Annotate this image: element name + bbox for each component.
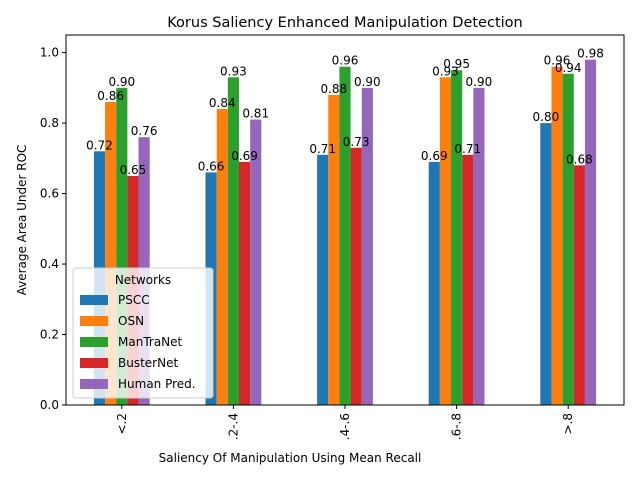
y-axis: 0.0 0.2 0.4 0.6 0.8 1.0 xyxy=(40,46,66,412)
bar-value-label: 0.65 xyxy=(120,163,147,177)
bar-value-label: 0.72 xyxy=(86,138,113,152)
bar-busternet-1 xyxy=(238,161,251,405)
bar-osn-0 xyxy=(105,101,117,405)
bar-value-label: 0.69 xyxy=(421,149,448,163)
bar-value-label: 0.96 xyxy=(544,54,571,68)
legend-label: BusterNet xyxy=(118,356,178,370)
bar-mantranet-1 xyxy=(227,77,239,405)
legend-swatch xyxy=(80,316,108,326)
bar-value-label: 0.90 xyxy=(354,75,381,89)
legend-label: Human Pred. xyxy=(118,377,196,391)
x-axis-label: Saliency Of Manipulation Using Mean Reca… xyxy=(159,451,422,465)
bar-mantranet-4 xyxy=(562,73,574,405)
bar-osn-4 xyxy=(551,66,563,406)
bar-value-label: 0.93 xyxy=(432,64,459,78)
y-tick-label: 0.6 xyxy=(40,187,59,201)
bar-pscc-2 xyxy=(317,154,329,405)
bar-value-label: 0.96 xyxy=(332,54,359,68)
bar-mantranet-2 xyxy=(339,66,351,406)
bar-human-pred--4 xyxy=(584,59,597,406)
x-axis: <.2 .2-.4 .4-.6 .6-.8 >.8 xyxy=(115,405,575,440)
bar-value-label: 0.68 xyxy=(566,152,593,166)
bar-value-label: 0.98 xyxy=(577,47,604,61)
bar-value-label: 0.93 xyxy=(220,64,247,78)
bar-value-label: 0.90 xyxy=(466,75,493,89)
bar-busternet-4 xyxy=(573,165,585,405)
bar-value-label: 0.71 xyxy=(454,142,481,156)
bar-value-label: 0.90 xyxy=(108,75,135,89)
y-tick-label: 0.0 xyxy=(40,398,59,412)
bar-value-label: 0.73 xyxy=(343,135,370,149)
bar-value-label: 0.95 xyxy=(443,57,470,71)
bar-value-label: 0.81 xyxy=(242,107,269,121)
y-tick-label: 0.8 xyxy=(40,116,59,130)
bar-value-label: 0.76 xyxy=(131,124,158,138)
legend-swatch xyxy=(80,337,108,347)
bar-osn-2 xyxy=(328,94,340,406)
bar-busternet-2 xyxy=(350,147,362,405)
y-tick-label: 0.4 xyxy=(40,257,59,271)
bar-human-pred--2 xyxy=(361,87,373,406)
legend-swatch xyxy=(80,295,108,305)
bar-value-label: 0.94 xyxy=(555,61,582,75)
legend: Networks PSCC OSN ManTraNet BusterNet Human … xyxy=(72,267,214,399)
legend-title: Networks xyxy=(115,273,171,287)
x-tick-label: .2-.4 xyxy=(226,413,240,440)
bar-human-pred--1 xyxy=(250,119,262,405)
bar-value-label: 0.80 xyxy=(533,110,560,124)
x-tick-label: .6-.8 xyxy=(450,413,464,440)
bar-mantranet-0 xyxy=(116,87,128,406)
bar-busternet-3 xyxy=(462,154,474,405)
bar-human-pred--3 xyxy=(473,87,485,406)
legend-swatch xyxy=(80,379,108,389)
bar-value-label: 0.84 xyxy=(209,96,236,110)
bar-value-label: 0.88 xyxy=(320,82,347,96)
bar-mantranet-3 xyxy=(451,70,463,406)
bar-value-label: 0.66 xyxy=(198,159,225,173)
bar-osn-1 xyxy=(216,109,228,405)
bar-value-label: 0.86 xyxy=(97,89,124,103)
y-axis-label: Average Area Under ROC xyxy=(15,145,29,296)
bar-pscc-4 xyxy=(540,123,552,405)
legend-swatch xyxy=(80,358,108,368)
x-tick-label: <.2 xyxy=(115,413,129,435)
y-tick-label: 1.0 xyxy=(40,46,59,60)
bar-value-label: 0.69 xyxy=(231,149,258,163)
chart-title: Korus Saliency Enhanced Manipulation Det… xyxy=(167,15,522,31)
legend-label: ManTraNet xyxy=(118,335,183,349)
legend-items: PSCC OSN ManTraNet BusterNet Human Pred. xyxy=(80,293,196,391)
legend-label: OSN xyxy=(118,314,144,328)
bar-labels-group: 0.72 0.66 0.71 0.69 0.80 0.86 0.84 0.88 0.93 0.96… xyxy=(86,47,604,177)
bar-pscc-3 xyxy=(428,161,440,405)
x-tick-label: >.8 xyxy=(561,413,575,435)
bar-osn-3 xyxy=(439,77,452,405)
x-tick-label: .4-.6 xyxy=(338,413,352,440)
bar-value-label: 0.71 xyxy=(309,142,336,156)
y-tick-label: 0.2 xyxy=(40,328,59,342)
legend-label: PSCC xyxy=(118,293,150,307)
